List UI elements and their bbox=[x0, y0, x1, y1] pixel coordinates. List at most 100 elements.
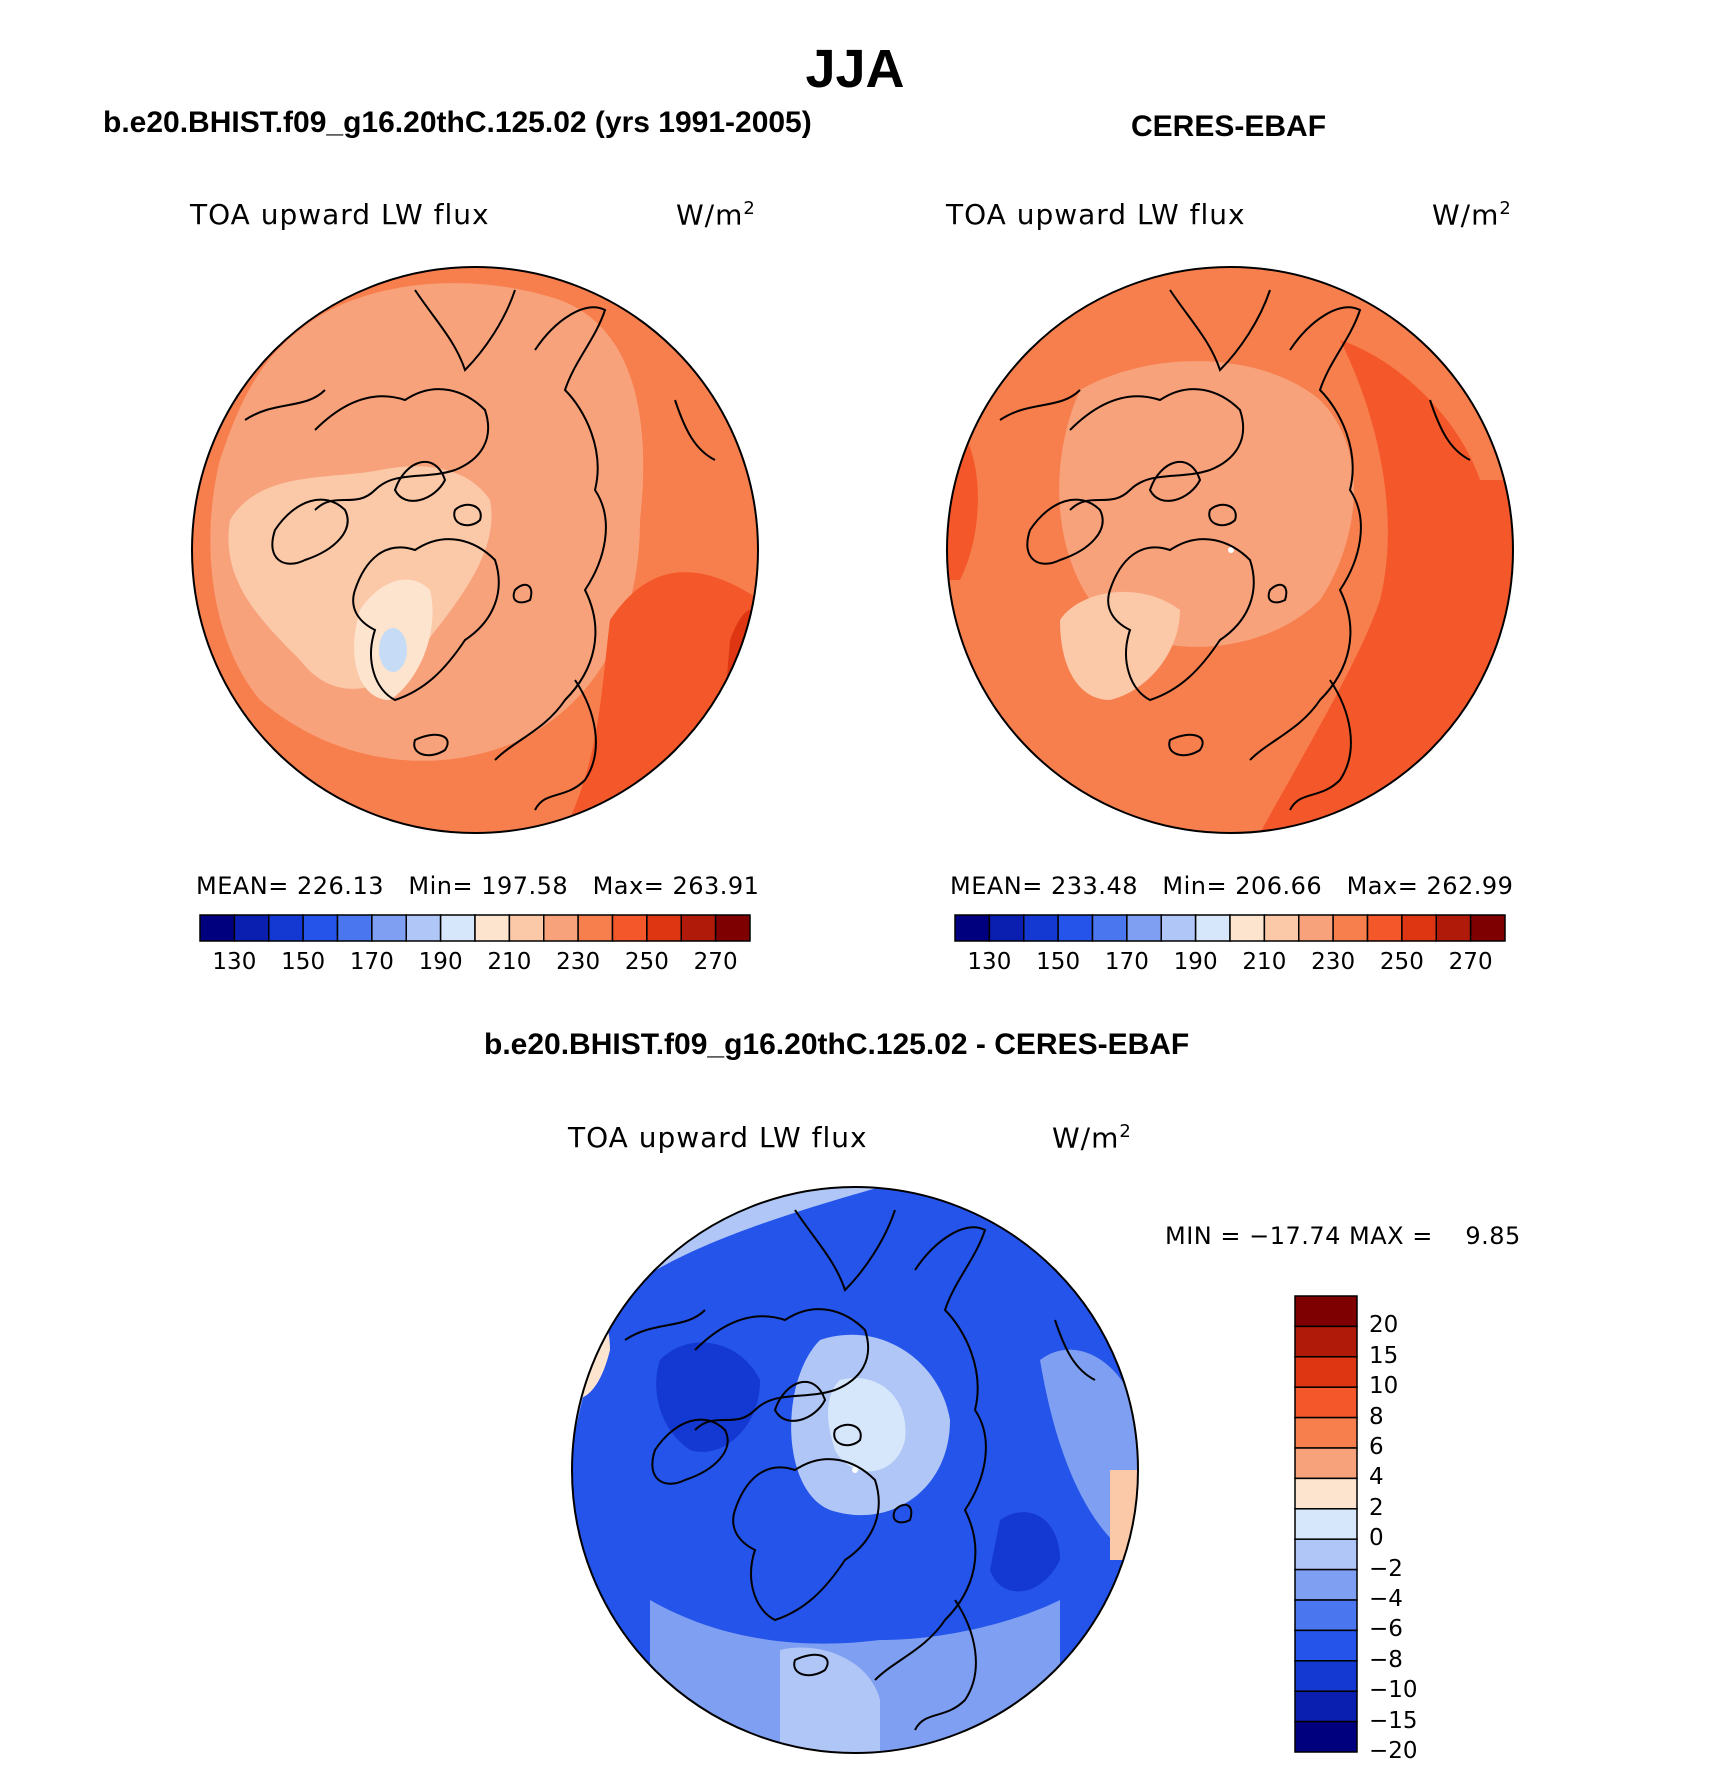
obs-colorbar-tick-label: 210 bbox=[1242, 949, 1287, 975]
obs-panel-subtitle: CERES-EBAF bbox=[1131, 110, 1327, 143]
obs-stats: MEAN= 233.48 Min= 206.66 Max= 262.99 bbox=[950, 872, 1513, 900]
diff-map bbox=[571, 1186, 1139, 1754]
obs-map-region bbox=[1059, 361, 1354, 647]
model-stats: MEAN= 226.13 Min= 197.58 Max= 263.91 bbox=[196, 872, 759, 900]
model-colorbar-swatch bbox=[680, 914, 717, 942]
model-colorbar-swatch bbox=[199, 914, 236, 942]
model-colorbar-swatch bbox=[543, 914, 579, 942]
diff-colorbar-swatch bbox=[1294, 1690, 1358, 1723]
obs-min-label: Min= bbox=[1162, 872, 1228, 900]
diff-colorbar-swatch bbox=[1294, 1325, 1358, 1358]
model-unit-label: W/m2 bbox=[676, 198, 756, 232]
diff-map-boundary bbox=[571, 1186, 1139, 1754]
model-map bbox=[191, 266, 759, 834]
model-colorbar-swatch bbox=[336, 914, 373, 942]
model-colorbar-swatch bbox=[439, 914, 476, 942]
diff-colorbar-swatch bbox=[1294, 1386, 1358, 1419]
obs-colorbar-swatch bbox=[954, 914, 991, 942]
diff-colorbar-tick-label: 10 bbox=[1369, 1373, 1399, 1400]
diff-colorbar-tick-label: 4 bbox=[1369, 1464, 1384, 1491]
obs-colorbar-swatch bbox=[1298, 914, 1334, 942]
obs-colorbar-swatch bbox=[1023, 914, 1059, 942]
diff-colorbar bbox=[1294, 1295, 1358, 1753]
model-variable-label: TOA upward LW flux bbox=[190, 198, 490, 231]
model-map-boundary bbox=[191, 266, 759, 834]
model-colorbar-swatch bbox=[611, 914, 648, 942]
model-colorbar-swatch bbox=[646, 914, 682, 942]
diff-colorbar-tick-label: −4 bbox=[1369, 1586, 1403, 1612]
obs-map-pole-marker bbox=[1228, 547, 1234, 553]
obs-colorbar-swatch bbox=[1160, 914, 1197, 942]
model-colorbar-swatch bbox=[474, 914, 511, 942]
obs-colorbar-swatch bbox=[1469, 914, 1506, 942]
diff-map-region bbox=[780, 1647, 880, 1753]
model-colorbar-swatch bbox=[233, 914, 270, 942]
obs-map bbox=[946, 266, 1514, 834]
model-colorbar-tick-label: 130 bbox=[212, 949, 257, 975]
diff-colorbar-swatch bbox=[1294, 1660, 1358, 1692]
diff-colorbar-tick-label: 6 bbox=[1369, 1434, 1384, 1460]
model-map-region bbox=[379, 628, 407, 672]
diff-colorbar-tick-label: −6 bbox=[1369, 1616, 1403, 1643]
obs-colorbar-tick-label: 250 bbox=[1379, 949, 1424, 975]
obs-colorbar-swatch bbox=[1332, 914, 1369, 942]
obs-min-value: 206.66 bbox=[1235, 872, 1323, 900]
model-colorbar-swatch bbox=[577, 914, 614, 942]
model-colorbar-swatch bbox=[714, 914, 751, 942]
obs-mean-value: 233.48 bbox=[1051, 872, 1138, 900]
diff-colorbar-tick-label: 15 bbox=[1369, 1342, 1399, 1369]
obs-map-boundary bbox=[946, 266, 1514, 834]
model-min-value: 197.58 bbox=[481, 872, 569, 900]
diff-map-region bbox=[990, 1512, 1060, 1592]
diff-colorbar-swatch bbox=[1294, 1568, 1358, 1601]
diff-map-region bbox=[828, 1378, 906, 1472]
obs-colorbar-tick-label: 150 bbox=[1036, 949, 1081, 975]
model-colorbar bbox=[199, 914, 751, 942]
obs-colorbar-swatch bbox=[1366, 914, 1403, 942]
model-mean-label: MEAN= bbox=[196, 872, 289, 900]
obs-colorbar-swatch bbox=[1263, 914, 1300, 942]
diff-panel-subtitle: b.e20.BHIST.f09_g16.20thC.125.02 - CERES… bbox=[484, 1028, 1190, 1061]
diff-variable-label: TOA upward LW flux bbox=[568, 1121, 868, 1154]
obs-max-label: Max= bbox=[1346, 872, 1419, 900]
model-colorbar-swatch bbox=[371, 914, 407, 942]
diff-unit-label: W/m2 bbox=[1052, 1121, 1132, 1155]
diff-colorbar-tick-label: −20 bbox=[1369, 1738, 1418, 1764]
model-mean-value: 226.13 bbox=[297, 872, 384, 900]
diff-colorbar-tick-label: 0 bbox=[1369, 1525, 1384, 1552]
model-max-value: 263.91 bbox=[672, 872, 760, 900]
obs-variable-label: TOA upward LW flux bbox=[946, 198, 1246, 231]
model-max-label: Max= bbox=[592, 872, 665, 900]
model-colorbar-swatch bbox=[508, 914, 545, 942]
diff-colorbar-swatch bbox=[1294, 1416, 1358, 1449]
obs-colorbar-swatch bbox=[1229, 914, 1266, 942]
obs-map-region bbox=[1260, 340, 1513, 833]
diff-colorbar-swatch bbox=[1294, 1356, 1358, 1388]
obs-max-value: 262.99 bbox=[1426, 872, 1514, 900]
diff-colorbar-tick-label: 8 bbox=[1369, 1403, 1384, 1430]
diff-colorbar-tick-label: −15 bbox=[1369, 1707, 1418, 1734]
diff-colorbar-tick-label: 2 bbox=[1369, 1494, 1384, 1521]
obs-colorbar-swatch bbox=[1126, 914, 1162, 942]
diff-minmax: MIN = −17.74 MAX = 9.85 bbox=[1165, 1222, 1521, 1250]
diff-colorbar-tick-label: 20 bbox=[1369, 1312, 1399, 1339]
obs-mean-label: MEAN= bbox=[950, 872, 1043, 900]
model-colorbar-tick-label: 150 bbox=[281, 949, 326, 975]
obs-colorbar-swatch bbox=[1401, 914, 1437, 942]
model-colorbar-swatch bbox=[302, 914, 339, 942]
obs-unit-label: W/m2 bbox=[1432, 198, 1512, 232]
obs-colorbar-swatch bbox=[988, 914, 1025, 942]
model-colorbar-swatch bbox=[268, 914, 304, 942]
model-panel-subtitle: b.e20.BHIST.f09_g16.20thC.125.02 (yrs 19… bbox=[103, 106, 812, 139]
diff-colorbar-swatch bbox=[1294, 1508, 1358, 1540]
model-colorbar-swatch bbox=[405, 914, 442, 942]
model-colorbar-tick-label: 230 bbox=[556, 949, 601, 975]
diff-colorbar-tick-label: −8 bbox=[1369, 1646, 1403, 1673]
diff-colorbar-swatch bbox=[1294, 1629, 1358, 1662]
obs-colorbar-swatch bbox=[1194, 914, 1231, 942]
obs-colorbar-tick-label: 170 bbox=[1104, 949, 1149, 975]
diff-colorbar-tick-label: −2 bbox=[1369, 1555, 1403, 1582]
model-colorbar-tick-label: 250 bbox=[624, 949, 669, 975]
obs-colorbar-tick-label: 270 bbox=[1448, 949, 1493, 975]
model-colorbar-tick-label: 170 bbox=[349, 949, 394, 975]
